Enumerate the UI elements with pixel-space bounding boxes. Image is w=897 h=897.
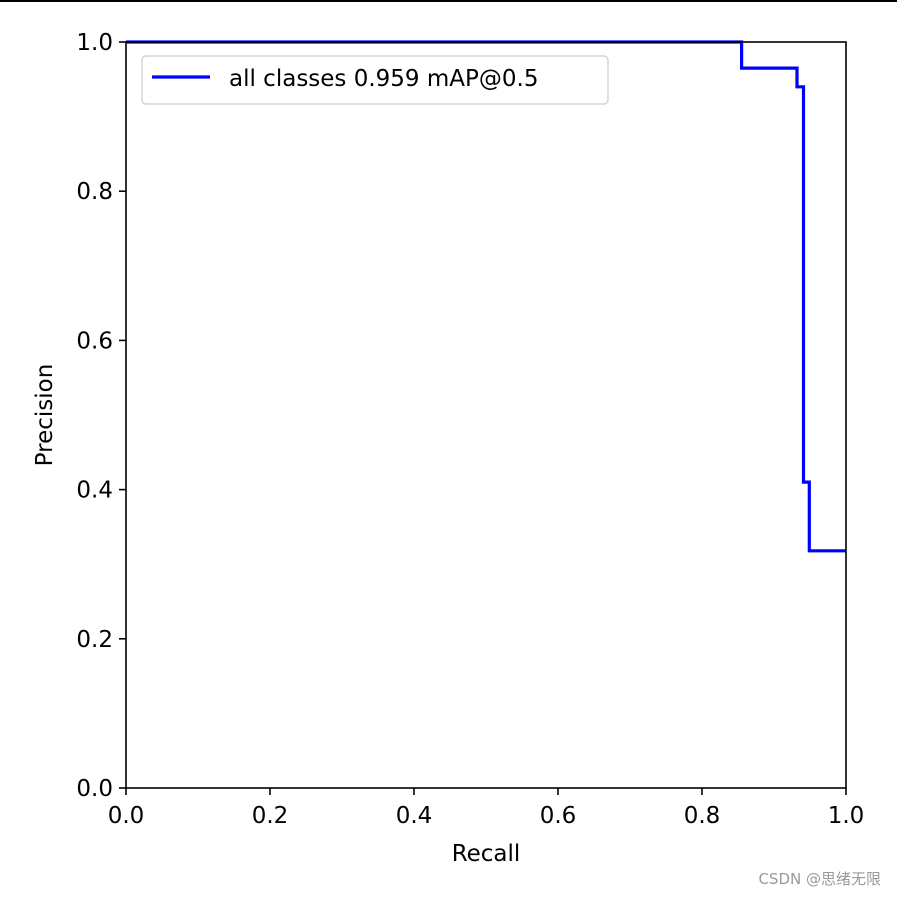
legend: all classes 0.959 mAP@0.5	[141, 55, 609, 105]
x-tick-label: 1.0	[828, 803, 865, 829]
x-tick-label: 0.2	[252, 803, 289, 829]
y-tick-label: 0.0	[76, 776, 113, 802]
x-tick-label: 0.4	[396, 803, 433, 829]
y-tick-label: 1.0	[76, 30, 113, 56]
x-tick-label: 0.8	[684, 803, 721, 829]
y-tick-label: 0.6	[76, 328, 113, 354]
series-line-0	[126, 40, 846, 553]
x-tick-label: 0.6	[540, 803, 577, 829]
plot-marks	[126, 40, 846, 553]
y-tick-label: 0.8	[76, 179, 113, 205]
x-tick-label: 0.0	[108, 803, 145, 829]
axis-ticks: 0.0 0.2 0.4 0.6 0.8 1.0 0.0 0.2 0.4 0.6 0.8 1.0	[76, 30, 864, 829]
x-axis-title: Recall	[452, 841, 521, 867]
legend-label: all classes 0.959 mAP@0.5	[229, 66, 538, 92]
y-axis-title: Precision	[32, 364, 58, 467]
legend-box	[141, 55, 609, 105]
top-border-line	[0, 0, 897, 2]
y-tick-label: 0.2	[76, 627, 113, 653]
y-tick-label: 0.4	[76, 478, 113, 504]
watermark-text: CSDN @思绪无限	[758, 870, 881, 888]
plot-frame	[125, 41, 847, 789]
